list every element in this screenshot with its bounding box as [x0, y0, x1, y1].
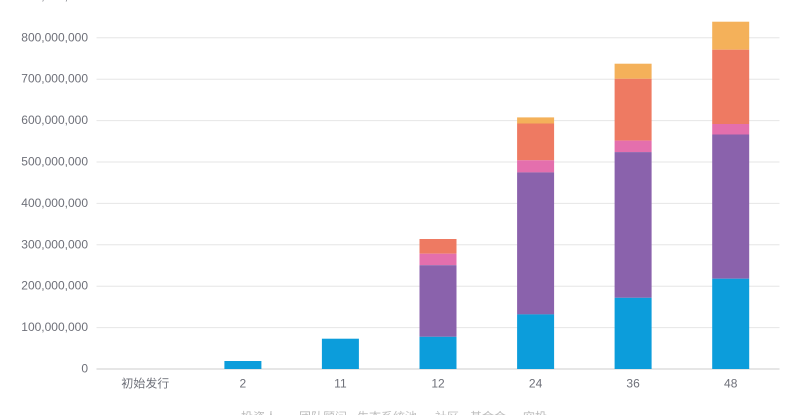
svg-text:11: 11	[334, 377, 347, 391]
svg-text:700,000,000: 700,000,000	[21, 72, 88, 86]
svg-text:0: 0	[81, 362, 88, 376]
svg-text:500,000,000: 500,000,000	[21, 155, 88, 169]
svg-text:600,000,000: 600,000,000	[21, 113, 88, 127]
svg-text:300,000,000: 300,000,000	[21, 237, 88, 251]
svg-text:2: 2	[240, 377, 247, 391]
svg-text:200,000,000: 200,000,000	[21, 279, 88, 293]
svg-text:100,000,000: 100,000,000	[21, 320, 88, 334]
svg-text:48: 48	[724, 377, 738, 391]
svg-text:900,000,000: 900,000,000	[21, 0, 88, 3]
svg-text:800,000,000: 800,000,000	[21, 30, 88, 44]
svg-text:400,000,000: 400,000,000	[21, 196, 88, 210]
svg-text:12: 12	[431, 377, 445, 391]
svg-text:36: 36	[626, 377, 640, 391]
svg-text:24: 24	[529, 377, 543, 391]
